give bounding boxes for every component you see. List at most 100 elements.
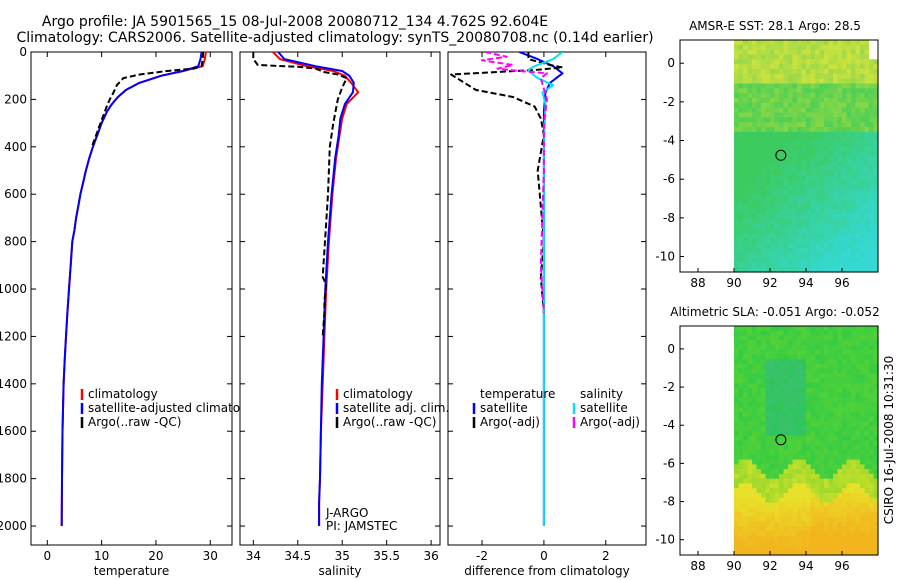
sla_map-cell [761, 545, 767, 551]
sst_map-cell [774, 194, 780, 201]
sla_map-cell [734, 540, 740, 547]
sla_map-cell [770, 478, 776, 485]
sla_map-cell [747, 364, 753, 370]
temperature-series-group [60, 52, 207, 527]
sla_map-cell [797, 473, 803, 480]
sla_map-cell [770, 440, 776, 446]
sst_map-cell [851, 218, 857, 225]
sst_map-cell [734, 160, 740, 167]
sla_map-cell [788, 502, 794, 508]
sla_map-cell [819, 378, 825, 384]
sla_map-cell [774, 464, 780, 470]
sst_map-cell [810, 98, 816, 104]
sst_map-cell [756, 122, 762, 128]
sst_map-cell [738, 165, 744, 172]
sst_map-cell [824, 88, 830, 94]
sst_map-cell [797, 252, 803, 259]
sst_map-cell [761, 175, 767, 181]
sla_map-cell [819, 488, 825, 494]
sla_map-cell [855, 421, 861, 427]
sla_map-cell [824, 378, 830, 384]
sla_map-cell [873, 411, 879, 418]
sst_map-cell [860, 165, 866, 172]
sla_map-cell [761, 454, 767, 461]
sst_map-cell [756, 170, 762, 176]
sla_map-cell [806, 402, 812, 408]
sla_map-cell [779, 540, 785, 547]
sst_map-cell [851, 64, 857, 70]
sla_map-cell [783, 340, 789, 346]
sst_map-cell [864, 180, 870, 186]
sla_map-cell [846, 373, 852, 380]
sst_map-cell [765, 112, 771, 118]
sla_map-cell [738, 364, 744, 370]
sla_map-cell [819, 454, 825, 461]
sst_map-cell [869, 194, 875, 201]
sla_map-cell [864, 478, 870, 485]
sst_map-cell [851, 102, 857, 109]
sla_map-cell [873, 349, 879, 356]
sla_map-cell [792, 440, 798, 446]
sla_map-cell [752, 330, 758, 337]
sla_map-cell [828, 407, 834, 413]
sla_map-cell [828, 454, 834, 461]
sla_map-cell [810, 411, 816, 418]
sst_map-cell [738, 151, 744, 157]
sla_map-cell [833, 507, 839, 513]
temperature-legend-label: Argo(..raw -QC) [88, 415, 181, 429]
salinity-legend-label: satellite adj. clim. [343, 401, 449, 415]
sla_map-cell [815, 526, 821, 532]
sst_map-cell [869, 243, 875, 249]
sst_map-cell [819, 146, 825, 152]
sla_map-cell [828, 330, 834, 337]
sla_map-cell [824, 483, 830, 489]
sla_map-cell [815, 397, 821, 403]
sla_map-cell [743, 507, 749, 513]
sst_map-cell [783, 170, 789, 176]
sst_map-cell [815, 117, 821, 123]
sla_map-cell [770, 326, 776, 332]
sst_map-cell [743, 83, 749, 89]
sst_map-cell [873, 69, 879, 75]
sst_map-cell [774, 83, 780, 89]
sla_map-cell [743, 516, 749, 523]
sla_map-cell [864, 383, 870, 389]
sst_map-cell [864, 131, 870, 138]
sla_map-cell [765, 364, 771, 370]
sst_map-cell [801, 93, 807, 99]
sst_map-cell [851, 204, 857, 210]
sst_map-cell [837, 107, 843, 114]
sst_map-cell [855, 54, 861, 60]
sla_map-cell [810, 454, 816, 461]
sla_map-cell [783, 407, 789, 413]
sst_map-cell [815, 218, 821, 225]
sla_map-cell [855, 411, 861, 418]
sst_map-cell [864, 204, 870, 210]
sla_map-cell [810, 345, 816, 351]
sla_map-cell [806, 478, 812, 485]
sla_map-cell [797, 540, 803, 547]
sla_map-cell [842, 349, 848, 356]
sla_map-cell [855, 454, 861, 461]
sst_map-cell [864, 78, 870, 85]
sla_map-cell [810, 493, 816, 499]
sla_map-title: Altimetric SLA: -0.051 Argo: -0.052 [670, 305, 879, 319]
sla_map-cell [824, 531, 830, 537]
sst_map-cell [783, 209, 789, 215]
sla_map-cell [837, 383, 843, 389]
sst_map-cell [747, 112, 753, 118]
sla_map-cell [806, 531, 812, 537]
sla_map-cell [747, 497, 753, 504]
sla_map-cell [864, 521, 870, 527]
sst_map-cell [743, 160, 749, 167]
sst_map-cell [833, 194, 839, 201]
sst_map-cell [756, 175, 762, 181]
sla_map-cell [761, 521, 767, 527]
sla_map-cell [752, 368, 758, 375]
sst_map-cell [801, 88, 807, 94]
sst_map-cell [779, 218, 785, 225]
sla_map-cell [846, 473, 852, 480]
sst_map-cell [734, 78, 740, 85]
sla_map-cell [792, 488, 798, 494]
sla_map-cell [824, 512, 830, 518]
